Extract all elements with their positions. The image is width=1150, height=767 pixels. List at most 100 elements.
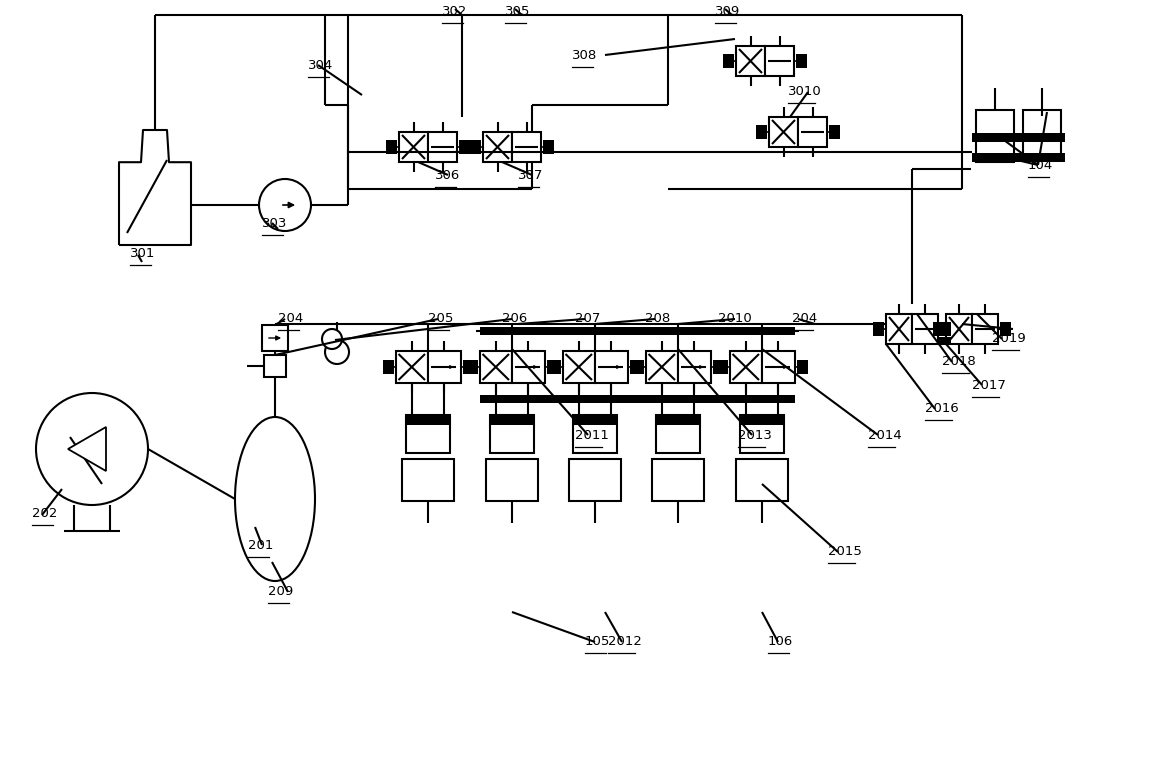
Bar (756, 125, 767, 139)
Text: 2011: 2011 (575, 429, 608, 442)
Bar (972, 153, 1065, 162)
Bar (976, 110, 1014, 162)
Bar (490, 415, 534, 453)
Text: 305: 305 (505, 5, 530, 18)
Bar (632, 360, 644, 374)
Bar (739, 415, 784, 453)
Bar (765, 46, 793, 76)
Bar (546, 360, 558, 374)
Bar (729, 351, 762, 383)
Text: 2014: 2014 (868, 429, 902, 442)
Bar (396, 351, 428, 383)
Bar (480, 395, 795, 403)
Bar (762, 351, 795, 383)
Bar (937, 337, 951, 345)
Text: 2012: 2012 (608, 635, 642, 648)
Bar (595, 351, 628, 383)
Bar (562, 351, 595, 383)
Bar (262, 325, 288, 351)
Text: 204: 204 (278, 312, 304, 325)
Text: 104: 104 (1028, 159, 1053, 172)
Text: 301: 301 (130, 247, 155, 260)
Bar (569, 459, 621, 501)
Bar (264, 355, 286, 377)
Bar (829, 125, 840, 139)
Text: 204: 204 (792, 312, 818, 325)
Bar (402, 459, 454, 501)
Bar (940, 322, 951, 336)
Bar (512, 351, 544, 383)
Text: 308: 308 (572, 49, 597, 62)
Text: 2018: 2018 (942, 355, 975, 368)
Bar (678, 351, 711, 383)
Text: 307: 307 (518, 169, 544, 182)
Bar (428, 132, 457, 162)
Text: 202: 202 (32, 507, 58, 520)
Bar (886, 314, 912, 344)
Bar (912, 314, 938, 344)
Text: 303: 303 (262, 217, 288, 230)
Bar (716, 360, 728, 374)
Bar (796, 54, 807, 68)
Circle shape (322, 329, 342, 349)
Bar (652, 459, 704, 501)
Bar (406, 415, 450, 453)
Bar (797, 360, 807, 374)
Bar (383, 360, 393, 374)
Bar (1024, 110, 1061, 156)
Ellipse shape (235, 417, 315, 581)
Bar (629, 360, 641, 374)
Bar (873, 322, 884, 336)
Bar (486, 459, 538, 501)
Text: 309: 309 (715, 5, 741, 18)
Bar (480, 351, 512, 383)
Bar (769, 117, 798, 147)
Bar (723, 54, 734, 68)
Bar (736, 46, 765, 76)
Text: 306: 306 (435, 169, 460, 182)
Bar (656, 415, 700, 425)
Text: 208: 208 (645, 312, 670, 325)
Bar (467, 360, 477, 374)
Text: 206: 206 (503, 312, 527, 325)
Bar (972, 133, 1065, 142)
Bar (933, 322, 944, 336)
Text: 201: 201 (248, 539, 274, 552)
Circle shape (325, 340, 348, 364)
Text: 2017: 2017 (972, 379, 1006, 392)
Bar (972, 314, 998, 344)
Bar (428, 351, 460, 383)
Text: 106: 106 (768, 635, 793, 648)
Circle shape (259, 179, 310, 231)
Bar (543, 140, 554, 154)
Bar (406, 415, 450, 425)
Bar (512, 132, 540, 162)
Bar (386, 140, 397, 154)
Text: 302: 302 (442, 5, 467, 18)
Bar (739, 415, 784, 425)
Text: 2010: 2010 (718, 312, 752, 325)
Circle shape (36, 393, 148, 505)
Bar (946, 314, 972, 344)
Text: 205: 205 (428, 312, 453, 325)
Bar (470, 140, 481, 154)
Bar (573, 415, 618, 425)
Bar (483, 132, 512, 162)
Text: 105: 105 (585, 635, 611, 648)
Bar (490, 415, 534, 425)
Bar (462, 360, 474, 374)
Bar (736, 459, 788, 501)
Text: 3010: 3010 (788, 85, 822, 98)
Bar (713, 360, 723, 374)
Text: 2019: 2019 (992, 332, 1026, 345)
Bar (480, 327, 795, 335)
Text: 2015: 2015 (828, 545, 861, 558)
Bar (645, 351, 678, 383)
Bar (573, 415, 618, 453)
Bar (550, 360, 560, 374)
Polygon shape (68, 427, 106, 471)
Text: 209: 209 (268, 585, 293, 598)
Bar (399, 132, 428, 162)
Text: 207: 207 (575, 312, 600, 325)
Text: 304: 304 (308, 59, 334, 72)
